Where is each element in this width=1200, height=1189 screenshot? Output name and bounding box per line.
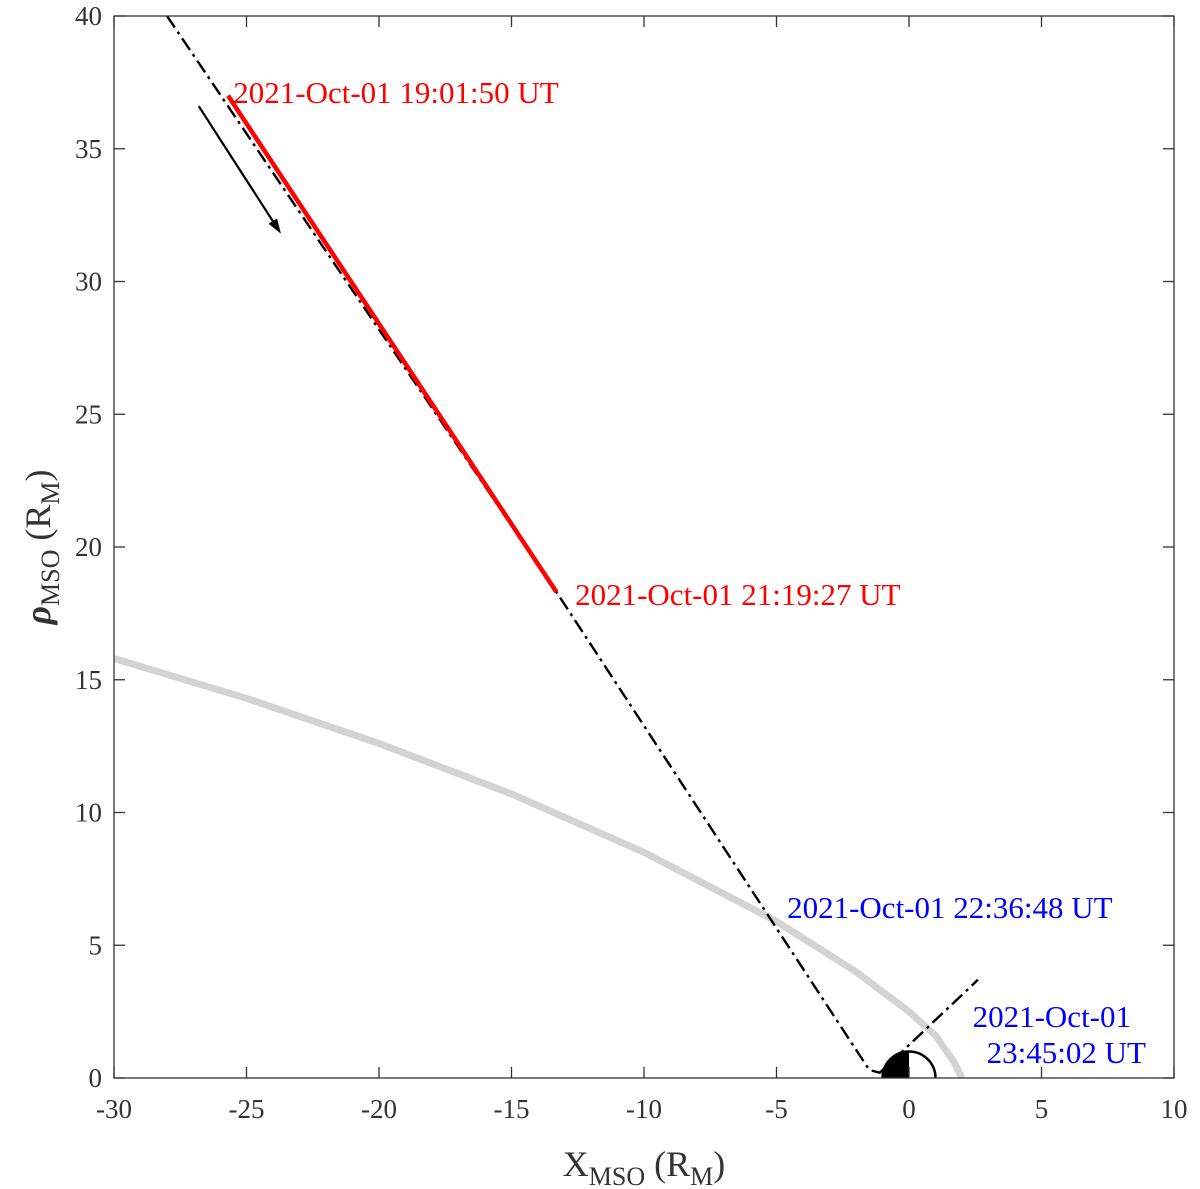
direction-arrow-head [268, 218, 281, 234]
x-tick-label: -10 [626, 1094, 662, 1124]
timestamp-line: 2021-Oct-01 19:01:50 UT [233, 75, 559, 110]
x-axis-label: XMSO (RM) [563, 1144, 725, 1189]
highlighted-interval [226, 94, 559, 594]
timestamp-line: 23:45:02 UT [987, 1035, 1146, 1070]
x-tick-label: 5 [1035, 1094, 1049, 1124]
direction-arrow-shaft [197, 105, 274, 222]
timestamp-annotation: 2021-Oct-01 19:01:50 UT [233, 75, 559, 110]
timestamp-annotation: 2021-Oct-01 22:36:48 UT [787, 890, 1113, 925]
series-layer [114, 16, 979, 1078]
y-tick-label: 5 [89, 930, 103, 960]
y-tick-label: 15 [75, 665, 102, 695]
spacecraft-trajectory [166, 16, 979, 1074]
y-tick-label: 20 [75, 532, 102, 562]
timestamp-line: 2021-Oct-01 22:36:48 UT [787, 890, 1113, 925]
annotation-layer: 2021-Oct-01 19:01:50 UT 2021-Oct-01 21:19… [233, 75, 1146, 1070]
y-tick-label: 25 [75, 399, 102, 429]
planet-layer [881, 1050, 937, 1078]
y-axis-label: ρMSO (RM) [18, 469, 65, 625]
x-tick-label: 0 [902, 1094, 916, 1124]
x-tick-label: -25 [229, 1094, 265, 1124]
planet-night-side [882, 1051, 909, 1078]
x-tick-label: -5 [765, 1094, 788, 1124]
x-tick-label: -30 [96, 1094, 132, 1124]
timestamp-annotation: 2021-Oct-01 23:45:02 UT [973, 999, 1146, 1070]
ticks-layer: -30 -25 -20 -15 -10 -5 0 5 10 0 5 10 15 20 25 30 35 40 [75, 1, 1188, 1124]
y-tick-label: 35 [75, 134, 102, 164]
y-tick-label: 30 [75, 267, 102, 297]
y-tick-label: 10 [75, 798, 102, 828]
arrow-layer [197, 105, 281, 234]
x-tick-label: -20 [361, 1094, 397, 1124]
timestamp-annotation: 2021-Oct-01 21:19:27 UT [575, 577, 901, 612]
y-tick-label: 40 [75, 1, 102, 31]
y-tick-label: 0 [89, 1063, 103, 1093]
timestamp-line: 2021-Oct-01 [973, 999, 1131, 1034]
timestamp-line: 2021-Oct-01 21:19:27 UT [575, 577, 901, 612]
x-tick-label: -15 [494, 1094, 530, 1124]
x-tick-label: 10 [1161, 1094, 1188, 1124]
boundary-curve [114, 655, 966, 1078]
